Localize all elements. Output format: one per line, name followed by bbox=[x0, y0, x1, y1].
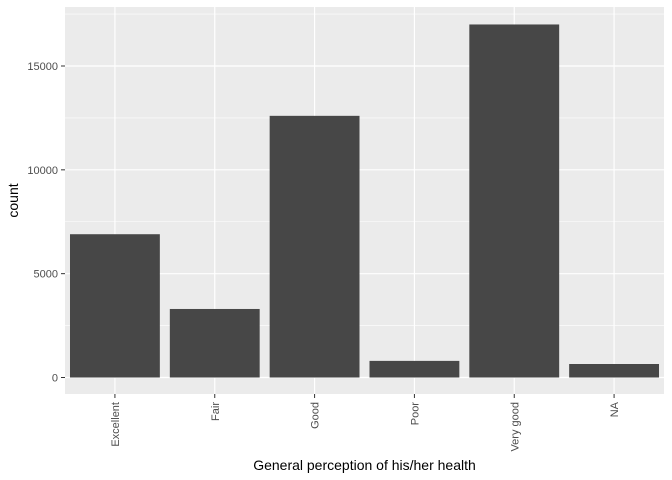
bar-excellent bbox=[69, 234, 160, 378]
y-tick-label: 0 bbox=[52, 373, 58, 385]
x-tick-label: Excellent bbox=[110, 402, 122, 447]
y-axis-title: count bbox=[5, 183, 21, 217]
y-tick-label: 5000 bbox=[34, 269, 58, 281]
bar-poor bbox=[369, 360, 460, 378]
plot-panel bbox=[65, 7, 664, 394]
x-tick-label: Very good bbox=[509, 402, 521, 452]
minor-gridlines bbox=[65, 13, 664, 326]
bar-good bbox=[269, 115, 360, 378]
x-tick-label: NA bbox=[609, 401, 621, 417]
bar-very-good bbox=[469, 24, 560, 378]
x-tick-label: Poor bbox=[409, 402, 421, 426]
x-tick-label: Fair bbox=[210, 402, 222, 421]
y-axis: 0 5000 10000 15000 bbox=[27, 61, 65, 385]
y-tick-label: 15000 bbox=[27, 61, 58, 73]
x-axis-title: General perception of his/her health bbox=[253, 457, 476, 473]
x-axis: Excellent Fair Good Poor Very good NA bbox=[110, 394, 621, 452]
x-tick-label: Good bbox=[310, 402, 322, 429]
bars bbox=[69, 24, 660, 378]
bar-fair bbox=[169, 308, 260, 378]
y-tick-label: 10000 bbox=[27, 165, 58, 177]
bar-na bbox=[569, 364, 660, 378]
